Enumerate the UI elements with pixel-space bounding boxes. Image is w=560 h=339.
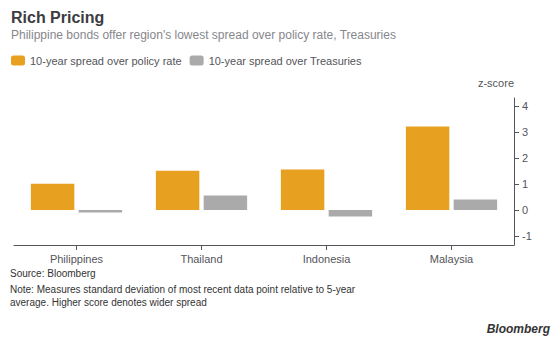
svg-text:average. Higher score denotes: average. Higher score denotes wider spre…	[10, 297, 207, 308]
svg-text:4: 4	[522, 100, 528, 112]
svg-text:10-year spread over Treasuries: 10-year spread over Treasuries	[209, 55, 362, 67]
svg-text:Philippines: Philippines	[50, 253, 104, 265]
svg-text:1: 1	[522, 178, 528, 190]
svg-text:10-year spread over policy rat: 10-year spread over policy rate	[30, 55, 182, 67]
svg-text:-1: -1	[522, 230, 532, 242]
svg-text:z-score: z-score	[478, 77, 514, 89]
svg-text:Source: Bloomberg: Source: Bloomberg	[10, 268, 96, 279]
svg-text:Indonesia: Indonesia	[303, 253, 352, 265]
svg-text:Bloomberg: Bloomberg	[487, 322, 551, 336]
svg-text:3: 3	[522, 126, 528, 138]
svg-text:0: 0	[522, 204, 528, 216]
svg-text:Thailand: Thailand	[180, 253, 222, 265]
svg-text:Note: Measures standard deviat: Note: Measures standard deviation of mos…	[10, 284, 356, 295]
svg-text:Philippine bonds offer region': Philippine bonds offer region's lowest s…	[11, 28, 396, 42]
svg-text:Rich Pricing: Rich Pricing	[11, 9, 104, 26]
svg-text:2: 2	[522, 152, 528, 164]
svg-text:Malaysia: Malaysia	[430, 253, 474, 265]
